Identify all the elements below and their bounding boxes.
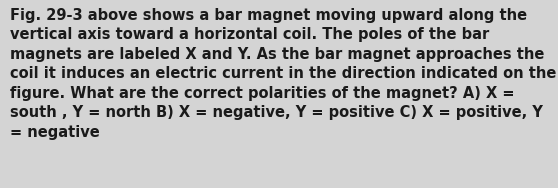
Text: Fig. 29-3 above shows a bar magnet moving upward along the
vertical axis toward : Fig. 29-3 above shows a bar magnet movin…	[10, 8, 556, 140]
